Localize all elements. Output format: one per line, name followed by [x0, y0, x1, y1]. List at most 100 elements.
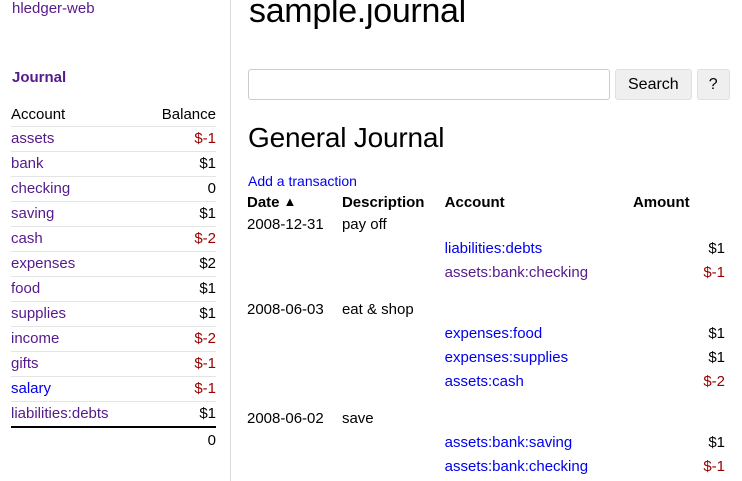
account-balance-cell: $1 [142, 276, 216, 302]
posting-row: expenses:supplies $1 [247, 346, 725, 370]
posting-amount: $-1 [703, 458, 725, 475]
sidebar-item-journal[interactable]: Journal [12, 69, 67, 86]
account-row: cash $-2 [11, 226, 216, 252]
posting-account-link[interactable]: assets:bank:checking [444, 458, 589, 475]
posting-description-spacer [342, 455, 445, 479]
add-transaction-link[interactable]: Add a transaction [248, 173, 357, 189]
brand-link[interactable]: hledger-web [12, 0, 95, 17]
page-title: sample.journal [249, 0, 466, 30]
posting-row: expenses:food $1 [247, 322, 725, 346]
account-name-cell: bank [11, 151, 143, 177]
posting-account: assets:bank:checking [445, 455, 621, 479]
account-name-cell: liabilities:debts [11, 401, 143, 427]
posting-date-spacer [247, 322, 342, 346]
transaction-row: 2008-06-02 save [247, 407, 725, 431]
account-row: food $1 [11, 276, 216, 302]
account-row: salary $-1 [11, 376, 216, 402]
transaction-account-empty [445, 213, 621, 237]
account-link-salary[interactable]: salary [11, 380, 52, 397]
posting-account: expenses:food [445, 322, 621, 346]
search-button[interactable]: Search [615, 69, 692, 100]
account-name-cell: supplies [11, 301, 143, 327]
transaction-date: 2008-06-03 [247, 301, 324, 318]
posting-account-link[interactable]: expenses:food [444, 325, 543, 342]
account-name-cell: cash [11, 226, 143, 252]
account-balance-cell: 0 [142, 176, 216, 202]
posting-account: assets:bank:checking [445, 261, 621, 285]
posting-account: assets:cash [445, 370, 621, 394]
account-link-assets[interactable]: assets [11, 130, 55, 147]
account-link-food[interactable]: food [11, 280, 41, 297]
account-row: supplies $1 [11, 301, 216, 327]
account-row: assets $-1 [11, 126, 216, 152]
posting-date-spacer [247, 261, 342, 285]
search-input[interactable] [248, 69, 610, 100]
account-balances-table: Account Balance assets $-1 bank $1 checking 0… [11, 105, 216, 453]
sort-ascending-caret-icon: ▲ [283, 194, 297, 209]
account-balance-cell: $1 [142, 401, 216, 427]
account-link-liabilities-debts[interactable]: liabilities:debts [11, 405, 109, 422]
posting-row: liabilities:debts $1 [247, 237, 725, 261]
account-balance-cell: $-2 [142, 226, 216, 252]
journal-table: Date ▲ Description Account Amount 2008-12… [247, 194, 725, 479]
main-content: sample.journal Search ? General Journal … [232, 0, 742, 481]
search-bar: Search ? [248, 69, 730, 100]
posting-amount: $1 [708, 325, 725, 342]
column-header-account[interactable]: Account [444, 194, 505, 211]
posting-row: assets:cash $-2 [247, 370, 725, 394]
posting-description-spacer [342, 370, 445, 394]
account-row: expenses $2 [11, 251, 216, 277]
posting-amount: $-1 [703, 264, 725, 281]
posting-date-spacer [247, 455, 342, 479]
transaction-account-empty [445, 407, 621, 431]
account-link-gifts[interactable]: gifts [11, 355, 39, 372]
journal-table-head: Date ▲ Description Account Amount [247, 194, 725, 213]
account-name-cell: food [11, 276, 143, 302]
account-table-body: assets $-1 bank $1 checking 0 saving $1 cash $-2 e… [11, 126, 216, 453]
posting-amount: $1 [708, 434, 725, 451]
account-link-bank[interactable]: bank [11, 155, 44, 172]
posting-account-link[interactable]: assets:cash [444, 373, 524, 390]
column-header-amount[interactable]: Amount [632, 194, 690, 211]
posting-row: assets:bank:checking $-1 [247, 455, 725, 479]
transaction-row: 2008-12-31 pay off [247, 213, 725, 237]
posting-date-spacer [247, 237, 342, 261]
account-name-cell: saving [11, 201, 143, 227]
column-header-date[interactable]: Date ▲ [247, 194, 342, 213]
column-header-description[interactable]: Description [341, 194, 425, 211]
account-name-cell: expenses [11, 251, 143, 277]
account-name-cell: income [11, 326, 143, 352]
transaction-row: 2008-06-03 eat & shop [247, 298, 725, 322]
posting-description-spacer [342, 261, 445, 285]
account-balance-cell: $-1 [142, 126, 216, 152]
transaction-description: eat & shop [341, 301, 414, 318]
posting-account-link[interactable]: assets:bank:saving [444, 434, 573, 451]
account-row: gifts $-1 [11, 351, 216, 377]
account-link-saving[interactable]: saving [11, 205, 55, 222]
account-balance-cell: $1 [142, 151, 216, 177]
account-name-cell: assets [11, 126, 143, 152]
account-balance-cell: $1 [142, 301, 216, 327]
account-row: liabilities:debts $1 [11, 401, 216, 427]
account-link-checking[interactable]: checking [11, 180, 71, 197]
posting-account: expenses:supplies [445, 346, 621, 370]
sidebar: hledger-web Journal Account Balance asse… [0, 0, 231, 481]
posting-date-spacer [247, 346, 342, 370]
account-name-cell: salary [11, 376, 143, 402]
account-balance-cell: $-2 [142, 326, 216, 352]
help-button[interactable]: ? [696, 69, 730, 100]
transaction-date: 2008-12-31 [247, 216, 324, 233]
account-link-expenses[interactable]: expenses [11, 255, 76, 272]
posting-account-link[interactable]: liabilities:debts [444, 240, 543, 257]
account-row: saving $1 [11, 201, 216, 227]
account-link-income[interactable]: income [11, 330, 60, 347]
total-label-cell [11, 426, 143, 453]
posting-account-link[interactable]: assets:bank:checking [444, 264, 589, 281]
account-link-supplies[interactable]: supplies [11, 305, 67, 322]
posting-account-link[interactable]: expenses:supplies [444, 349, 569, 366]
account-balance-cell: $-1 [142, 351, 216, 377]
column-header-account: Account [11, 106, 66, 123]
transaction-description: save [341, 410, 374, 427]
account-link-cash[interactable]: cash [11, 230, 43, 247]
